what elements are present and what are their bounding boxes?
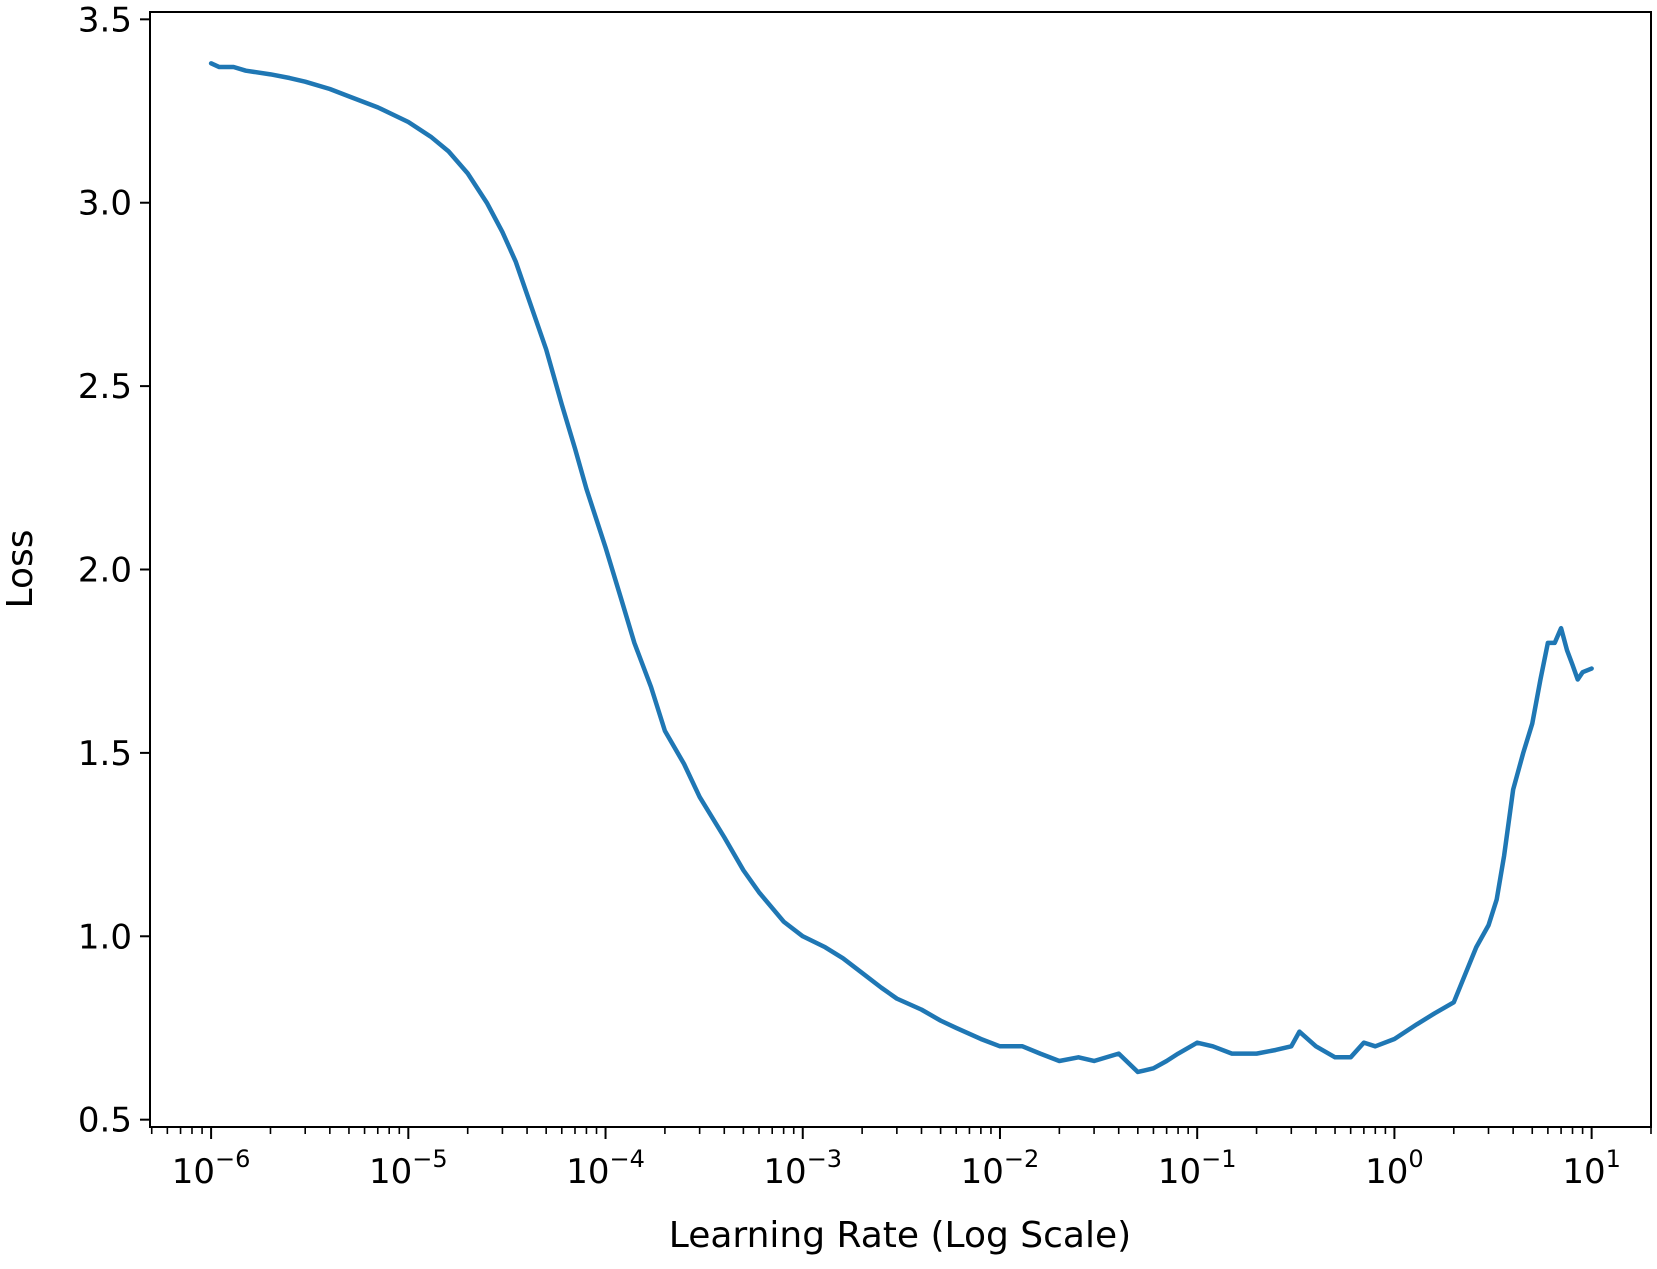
x-tick-label-exponent: −5 (412, 1145, 447, 1173)
x-tick-label-base: 10 (763, 1152, 806, 1192)
loss-series-line (208, 61, 1594, 1075)
y-axis-ticks: 0.5 1.0 1.5 2.0 2.5 3.0 3.5 (78, 0, 150, 1141)
series-layer (208, 61, 1594, 1075)
x-tick-label-exponent: 0 (1408, 1145, 1423, 1173)
x-tick-label-base: 10 (1365, 1152, 1408, 1192)
x-tick-label-base: 10 (172, 1152, 215, 1192)
y-tick-label: 3.5 (78, 0, 132, 40)
y-tick-label: 2.5 (78, 367, 132, 407)
x-tick-label-base: 10 (1562, 1152, 1605, 1192)
y-tick-label: 2.0 (78, 551, 132, 591)
x-tick-label-exponent: 1 (1606, 1145, 1621, 1173)
x-tick-label: 10−3 (763, 1145, 842, 1192)
y-tick-label: 1.5 (78, 734, 132, 774)
x-tick-label-exponent: −3 (807, 1145, 842, 1173)
x-tick-label-exponent: −6 (215, 1145, 250, 1173)
x-tick-label: 10−1 (1158, 1145, 1237, 1192)
x-tick-label-exponent: −1 (1201, 1145, 1236, 1173)
x-tick-label-base: 10 (961, 1152, 1004, 1192)
x-tick-label: 100 (1365, 1145, 1424, 1192)
x-tick-label-exponent: −4 (609, 1145, 644, 1173)
x-tick-label: 10−5 (369, 1145, 448, 1192)
x-axis-major-ticks: 10−6 10−5 10−4 10−3 10−2 10−1 100 101 (172, 1127, 1621, 1192)
x-tick-label: 101 (1562, 1145, 1621, 1192)
x-tick-label: 10−4 (566, 1145, 645, 1192)
y-tick-label: 3.0 (78, 184, 132, 224)
x-tick-label-exponent: −2 (1004, 1145, 1039, 1173)
y-axis-label: Loss (0, 530, 41, 609)
x-tick-label-base: 10 (566, 1152, 609, 1192)
plot-frame (149, 11, 1652, 1128)
x-tick-label: 10−2 (961, 1145, 1040, 1192)
x-tick-label-base: 10 (369, 1152, 412, 1192)
x-tick-label: 10−6 (172, 1145, 251, 1192)
plot-area-background (150, 12, 1651, 1127)
x-tick-label-base: 10 (1158, 1152, 1201, 1192)
y-tick-label: 1.0 (78, 917, 132, 957)
y-tick-label: 0.5 (78, 1101, 132, 1141)
x-axis-minor-ticks (150, 1127, 1652, 1134)
x-axis-label: Learning Rate (Log Scale) (669, 1215, 1131, 1256)
